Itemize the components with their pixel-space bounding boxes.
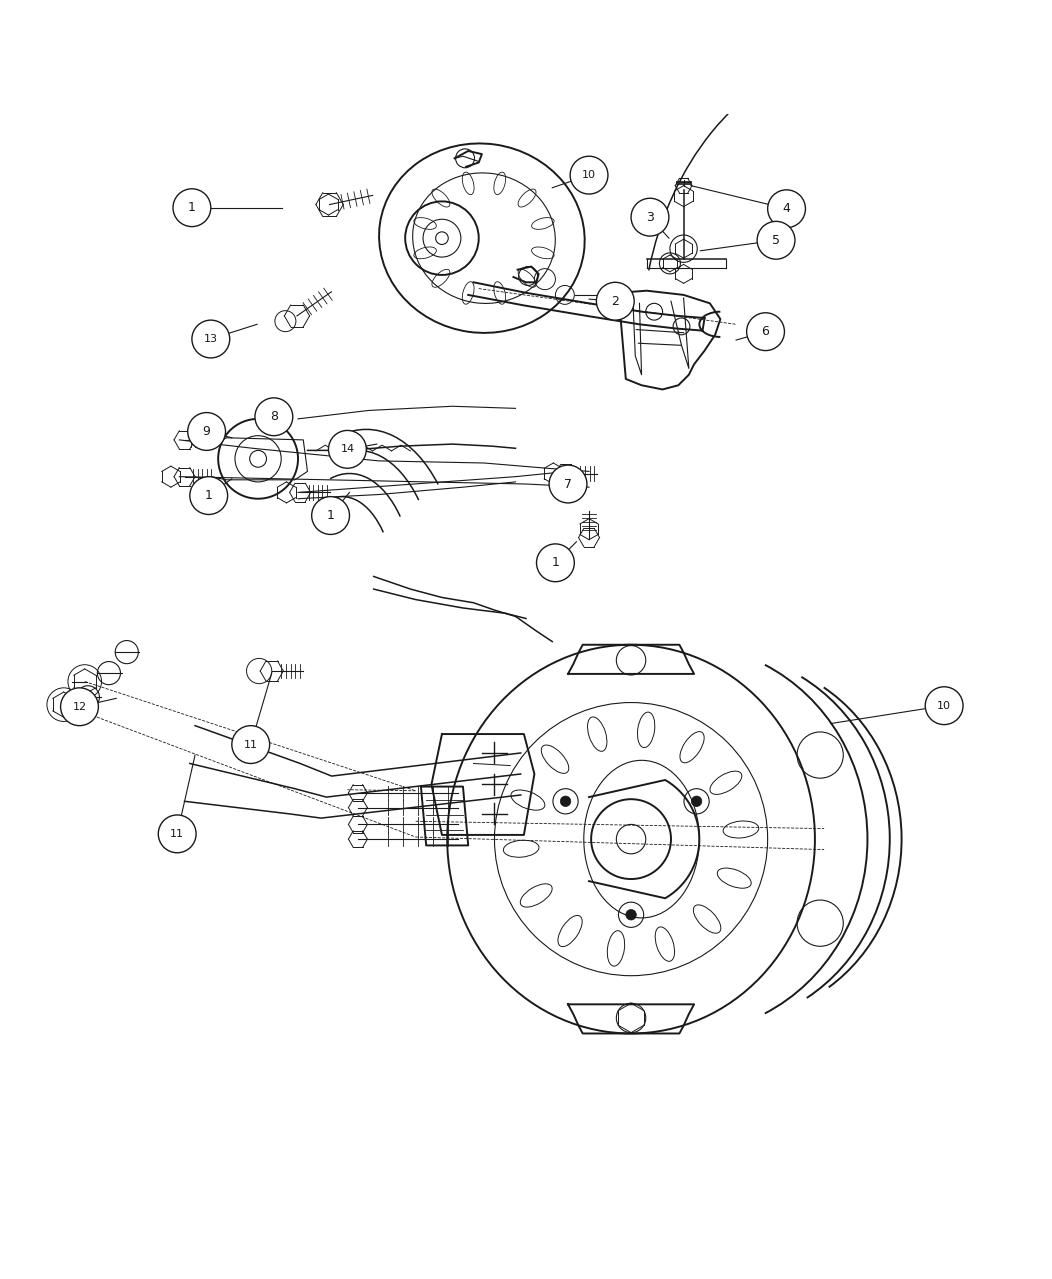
Circle shape: [626, 909, 636, 920]
Text: 2: 2: [611, 294, 620, 308]
Circle shape: [768, 189, 806, 228]
Circle shape: [191, 320, 229, 358]
Text: 3: 3: [646, 211, 654, 224]
Text: 1: 1: [327, 509, 335, 522]
Circle shape: [173, 189, 210, 226]
Text: 14: 14: [341, 444, 355, 454]
Circle shape: [189, 477, 227, 514]
Circle shape: [249, 450, 266, 467]
Circle shape: [187, 413, 225, 450]
Text: 9: 9: [203, 425, 210, 437]
Circle shape: [747, 313, 785, 350]
Circle shape: [549, 466, 587, 503]
Circle shape: [631, 198, 669, 237]
Text: 1: 1: [205, 489, 213, 503]
Circle shape: [596, 283, 634, 320]
Circle shape: [570, 156, 608, 194]
Text: 1: 1: [551, 556, 560, 569]
Text: 12: 12: [73, 702, 86, 711]
Text: 11: 11: [244, 739, 258, 749]
Circle shape: [757, 221, 795, 260]
Text: 4: 4: [783, 202, 790, 215]
Circle shape: [231, 725, 269, 764]
Text: 10: 10: [582, 170, 596, 180]
Circle shape: [561, 796, 571, 807]
Text: 7: 7: [564, 477, 572, 491]
Circle shape: [255, 398, 292, 436]
Text: 11: 11: [170, 829, 184, 839]
Text: 10: 10: [937, 701, 951, 711]
Text: 13: 13: [204, 334, 218, 344]
Circle shape: [328, 431, 366, 468]
Circle shape: [61, 688, 99, 725]
Text: 6: 6: [762, 325, 769, 338]
Text: 1: 1: [188, 201, 196, 214]
Circle shape: [158, 815, 196, 853]
Circle shape: [925, 687, 963, 725]
Text: 8: 8: [270, 411, 278, 423]
Circle shape: [311, 496, 349, 535]
Text: 5: 5: [772, 234, 780, 247]
Circle shape: [537, 544, 574, 582]
Circle shape: [691, 796, 702, 807]
